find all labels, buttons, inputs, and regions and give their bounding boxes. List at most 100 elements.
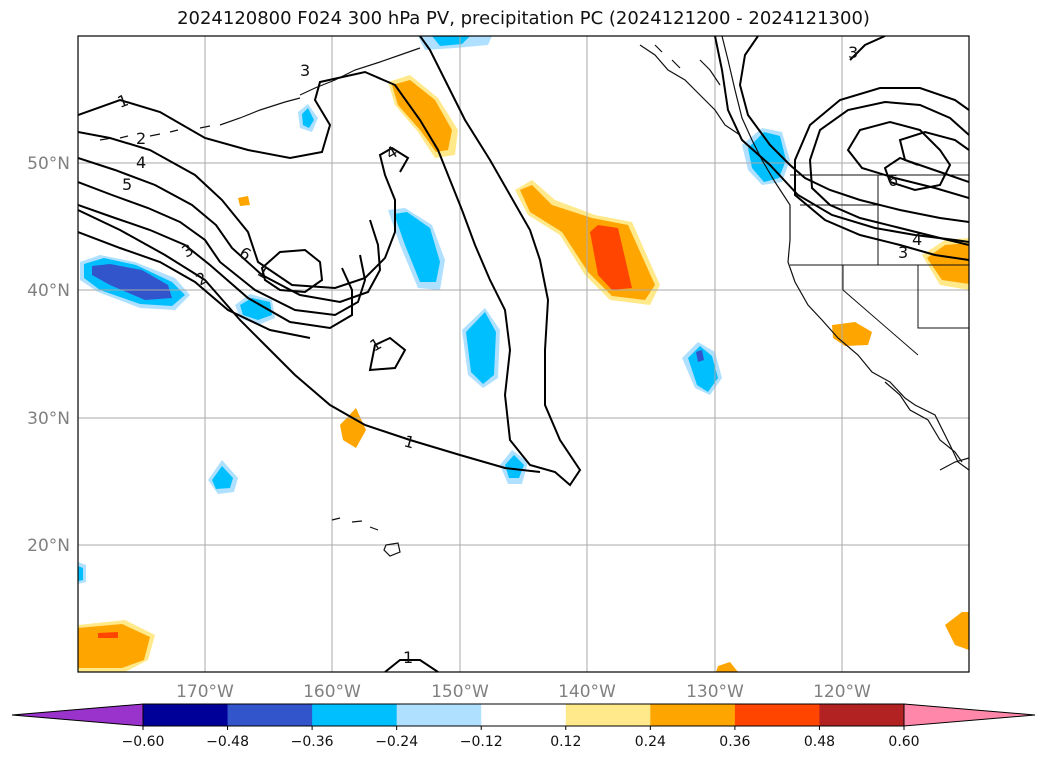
colorbar-tick-label: −0.36 — [291, 734, 334, 750]
colorbar-tick-label: 0.36 — [719, 734, 750, 750]
coastline-bc-islands — [639, 44, 741, 136]
map-panel: 1 1 1 1 1 2 2 3 3 3 3 4 4 4 5 6 6 — [78, 36, 969, 672]
precip-negative-area — [394, 212, 440, 282]
colorbar-tick-label: 0.48 — [804, 734, 835, 750]
colorbar-extend-min — [11, 703, 144, 727]
pv-contour — [846, 120, 969, 199]
coastline-mexico — [939, 457, 969, 471]
colorbar-tick-label: −0.12 — [460, 734, 503, 750]
precip-positive-area — [590, 225, 632, 290]
precip-positive-area — [716, 662, 738, 672]
lat-label-40n: 40°N — [27, 281, 70, 301]
pv-contour — [78, 204, 353, 330]
pv-contour — [368, 336, 407, 372]
lon-label-120w: 120°W — [813, 682, 871, 702]
coastline-baja — [884, 381, 963, 463]
colorbar-segment — [396, 704, 482, 726]
colorbar-tick-label: −0.24 — [375, 734, 418, 750]
pv-contour — [78, 131, 410, 290]
precip-positive-area — [927, 243, 969, 284]
lon-label-140w: 140°W — [558, 682, 616, 702]
colorbar-segment — [481, 704, 567, 726]
colorbar-extend-max — [903, 703, 1036, 727]
coastline-hawaii — [331, 517, 401, 557]
pv-contour — [78, 36, 582, 487]
precip-negative-area — [696, 350, 704, 362]
lat-label-20n: 20°N — [27, 536, 70, 556]
lat-label-30n: 30°N — [27, 409, 70, 429]
colorbar-segments — [143, 704, 905, 726]
map-frame — [77, 35, 970, 673]
colorbar-segment — [227, 704, 313, 726]
pv-contour-label: 5 — [122, 175, 132, 194]
pv-contour-label: 1 — [402, 432, 417, 453]
pv-contour-label: 2 — [136, 129, 146, 148]
precip-negative-area — [302, 108, 314, 128]
precip-negative-area — [78, 566, 83, 581]
latitude-labels: 50°N 40°N 30°N 20°N — [27, 154, 70, 556]
pv-contour — [714, 36, 969, 243]
precip-positive-area — [78, 624, 150, 668]
colorbar-segment — [734, 704, 820, 726]
pv-contour-label: 4 — [136, 153, 146, 172]
precip-negative-area — [748, 132, 786, 182]
precip-positive-area — [392, 80, 452, 152]
colorbar-ticks: −0.60 −0.48 −0.36 −0.24 −0.12 0.12 0.24 0.36 0.4… — [122, 726, 920, 750]
colorbar-tick-label: −0.60 — [122, 734, 165, 750]
precip-negative-area — [92, 264, 172, 300]
pv-contour-label: 4 — [912, 230, 922, 249]
lat-label-50n: 50°N — [27, 154, 70, 174]
pv-contours — [78, 36, 969, 672]
precip-negative-area — [466, 312, 496, 384]
pv-contour — [78, 231, 311, 339]
colorbar: −0.60 −0.48 −0.36 −0.24 −0.12 0.12 0.24 0.36 0.4… — [11, 703, 1036, 750]
political-borders — [790, 174, 969, 356]
graticule — [78, 36, 969, 672]
coastline-north-america — [721, 36, 969, 471]
pv-contour-label: 3 — [848, 43, 858, 62]
pv-contour-label: 6 — [888, 171, 898, 190]
lon-label-150w: 150°W — [431, 682, 489, 702]
pv-contour-label: 1 — [403, 648, 413, 667]
colorbar-tick-label: 0.12 — [550, 734, 581, 750]
coastline-aleutians — [99, 125, 211, 141]
coastline-alaska — [219, 47, 421, 126]
lon-label-170w: 170°W — [176, 682, 234, 702]
lon-label-160w: 160°W — [303, 682, 361, 702]
colorbar-segment — [565, 704, 651, 726]
lon-label-130w: 130°W — [686, 682, 744, 702]
colorbar-tick-label: −0.48 — [206, 734, 249, 750]
pv-contour — [78, 157, 382, 304]
pv-contour — [384, 659, 439, 672]
colorbar-tick-label: 0.60 — [888, 734, 919, 750]
pv-contour — [794, 87, 969, 261]
precip-negative-area — [505, 455, 524, 478]
pv-contour — [78, 181, 367, 317]
pv-contour — [849, 36, 886, 61]
pv-contour — [738, 36, 969, 223]
colorbar-segment — [312, 704, 398, 726]
colorbar-segment — [143, 704, 229, 726]
pv-contour — [808, 100, 969, 246]
pv-contour-label: 3 — [300, 61, 310, 80]
pv-contour-label: 3 — [898, 243, 908, 262]
border-states — [790, 175, 969, 356]
pv-contour — [898, 130, 969, 183]
precip-positive-area — [945, 612, 969, 650]
precip-negative-area — [240, 298, 272, 320]
colorbar-segment — [650, 704, 736, 726]
colorbar-frame — [142, 703, 905, 727]
precip-negative-area — [212, 466, 233, 489]
precip-negative-area — [688, 346, 718, 392]
precip-positive-area — [98, 632, 118, 638]
colorbar-tick-label: 0.24 — [635, 734, 666, 750]
coastlines — [99, 36, 969, 557]
longitude-labels: 170°W 160°W 150°W 140°W 130°W 120°W — [176, 682, 871, 702]
pv-contour — [78, 209, 541, 473]
precip-positive-area — [238, 196, 250, 206]
pv-contour — [260, 248, 324, 294]
colorbar-segment — [819, 704, 905, 726]
map-title: 2024120800 F024 300 hPa PV, precipitatio… — [177, 8, 870, 29]
precip-shading — [78, 36, 969, 672]
